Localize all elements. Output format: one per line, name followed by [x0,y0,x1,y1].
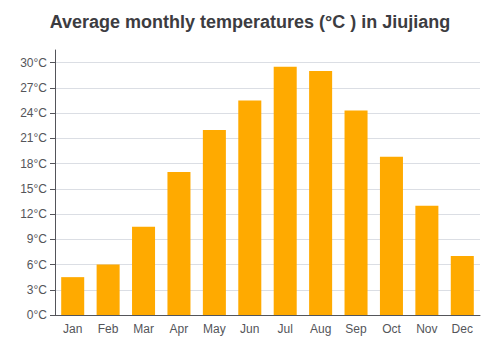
svg-text:Aug: Aug [310,322,331,336]
svg-text:27°C: 27°C [20,81,47,95]
svg-text:Feb: Feb [98,322,119,336]
svg-text:Jun: Jun [240,322,259,336]
svg-text:Average monthly temperatures (: Average monthly temperatures (°C ) in Ji… [50,12,451,32]
svg-text:Mar: Mar [133,322,154,336]
svg-text:Sep: Sep [345,322,367,336]
svg-text:Jul: Jul [278,322,293,336]
svg-text:30°C: 30°C [20,56,47,70]
svg-text:21°C: 21°C [20,131,47,145]
svg-text:15°C: 15°C [20,182,47,196]
svg-text:12°C: 12°C [20,207,47,221]
svg-text:Dec: Dec [452,322,473,336]
svg-text:24°C: 24°C [20,106,47,120]
svg-text:Apr: Apr [170,322,189,336]
svg-text:Nov: Nov [416,322,437,336]
svg-text:Jan: Jan [63,322,82,336]
svg-text:Oct: Oct [382,322,401,336]
svg-text:6°C: 6°C [27,258,47,272]
svg-text:0°C: 0°C [27,308,47,322]
svg-text:9°C: 9°C [27,232,47,246]
svg-text:3°C: 3°C [27,283,47,297]
svg-text:18°C: 18°C [20,157,47,171]
svg-text:May: May [203,322,226,336]
